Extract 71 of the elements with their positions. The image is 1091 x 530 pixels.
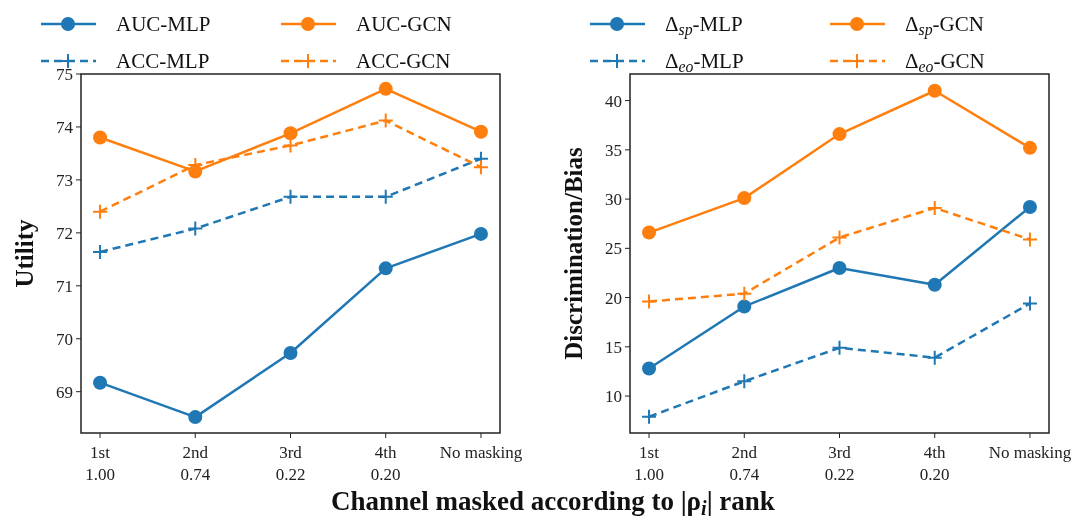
legend-label: ACC-GCN	[356, 49, 451, 73]
x-tick-label: 3rd 0.22	[275, 443, 306, 484]
y-tick-label: 71	[56, 276, 73, 296]
x-axis-title: Channel masked according to |ρ$_{i}$| rank	[331, 486, 775, 519]
legend-label: AUC-GCN	[356, 12, 452, 36]
point	[737, 299, 752, 314]
point	[187, 220, 204, 237]
point	[283, 346, 298, 361]
y-tick-label: 35	[605, 140, 622, 160]
legend-label: Δ$_{eo}$-GCN	[905, 49, 985, 75]
point	[832, 261, 847, 276]
y-axis-title: Discrimination/Bias	[560, 146, 587, 360]
point	[93, 130, 108, 145]
x-tick-label: No masking	[988, 443, 1072, 462]
y-tick-label: 40	[605, 91, 622, 111]
x-tick-label: 4th 0.20	[370, 443, 401, 484]
y-axis-title: Utility	[11, 218, 38, 288]
point	[641, 408, 658, 425]
y-tick-label: 10	[605, 387, 622, 407]
point	[1021, 295, 1038, 312]
x-tick-label: No masking	[439, 443, 523, 462]
point	[93, 375, 108, 390]
x-tick-label: 2nd 0.74	[729, 443, 760, 484]
y-tick-label: 25	[605, 239, 622, 259]
point	[188, 410, 203, 425]
point	[642, 225, 657, 240]
y-tick-label: 15	[605, 337, 622, 357]
y-tick-label: 20	[605, 288, 622, 308]
point	[926, 349, 943, 366]
y-tick-label: 30	[605, 190, 622, 210]
point	[1021, 231, 1038, 248]
point	[283, 126, 298, 141]
point	[736, 285, 753, 302]
x-tick-label: 2nd 0.74	[180, 443, 211, 484]
point	[642, 361, 657, 376]
point	[472, 159, 489, 176]
point	[926, 199, 943, 216]
point	[377, 188, 394, 205]
y-tick-label: 73	[56, 170, 73, 190]
x-tick-label: 4th 0.20	[919, 443, 950, 484]
legend-label: AUC-MLP	[116, 12, 211, 36]
x-tick-label: 1st 1.00	[634, 443, 664, 484]
legend-label: ACC-MLP	[116, 49, 210, 73]
point	[92, 243, 109, 260]
y-tick-label: 74	[56, 117, 74, 137]
point	[282, 188, 299, 205]
y-tick-label: 72	[56, 223, 73, 243]
point	[831, 229, 848, 246]
point	[1022, 199, 1037, 214]
point	[831, 339, 848, 356]
point	[832, 127, 847, 142]
legend-label: Δ$_{sp}$-MLP	[665, 12, 743, 39]
point	[377, 112, 394, 129]
point	[378, 81, 393, 96]
point	[736, 373, 753, 390]
y-tick-label: 70	[56, 329, 73, 349]
legend-label: Δ$_{eo}$-MLP	[665, 49, 744, 75]
point	[1022, 140, 1037, 155]
y-tick-label: 75	[56, 65, 73, 84]
point	[378, 261, 393, 276]
point	[92, 203, 109, 220]
legend-label: Δ$_{sp}$-GCN	[905, 12, 984, 39]
x-tick-label: 3rd 0.22	[824, 443, 855, 484]
x-tick-label: 1st 1.00	[85, 443, 115, 484]
point	[641, 293, 658, 310]
point	[473, 226, 488, 241]
point	[927, 277, 942, 292]
y-tick-label: 69	[56, 382, 73, 402]
point	[927, 83, 942, 98]
point	[473, 124, 488, 139]
point	[737, 191, 752, 206]
